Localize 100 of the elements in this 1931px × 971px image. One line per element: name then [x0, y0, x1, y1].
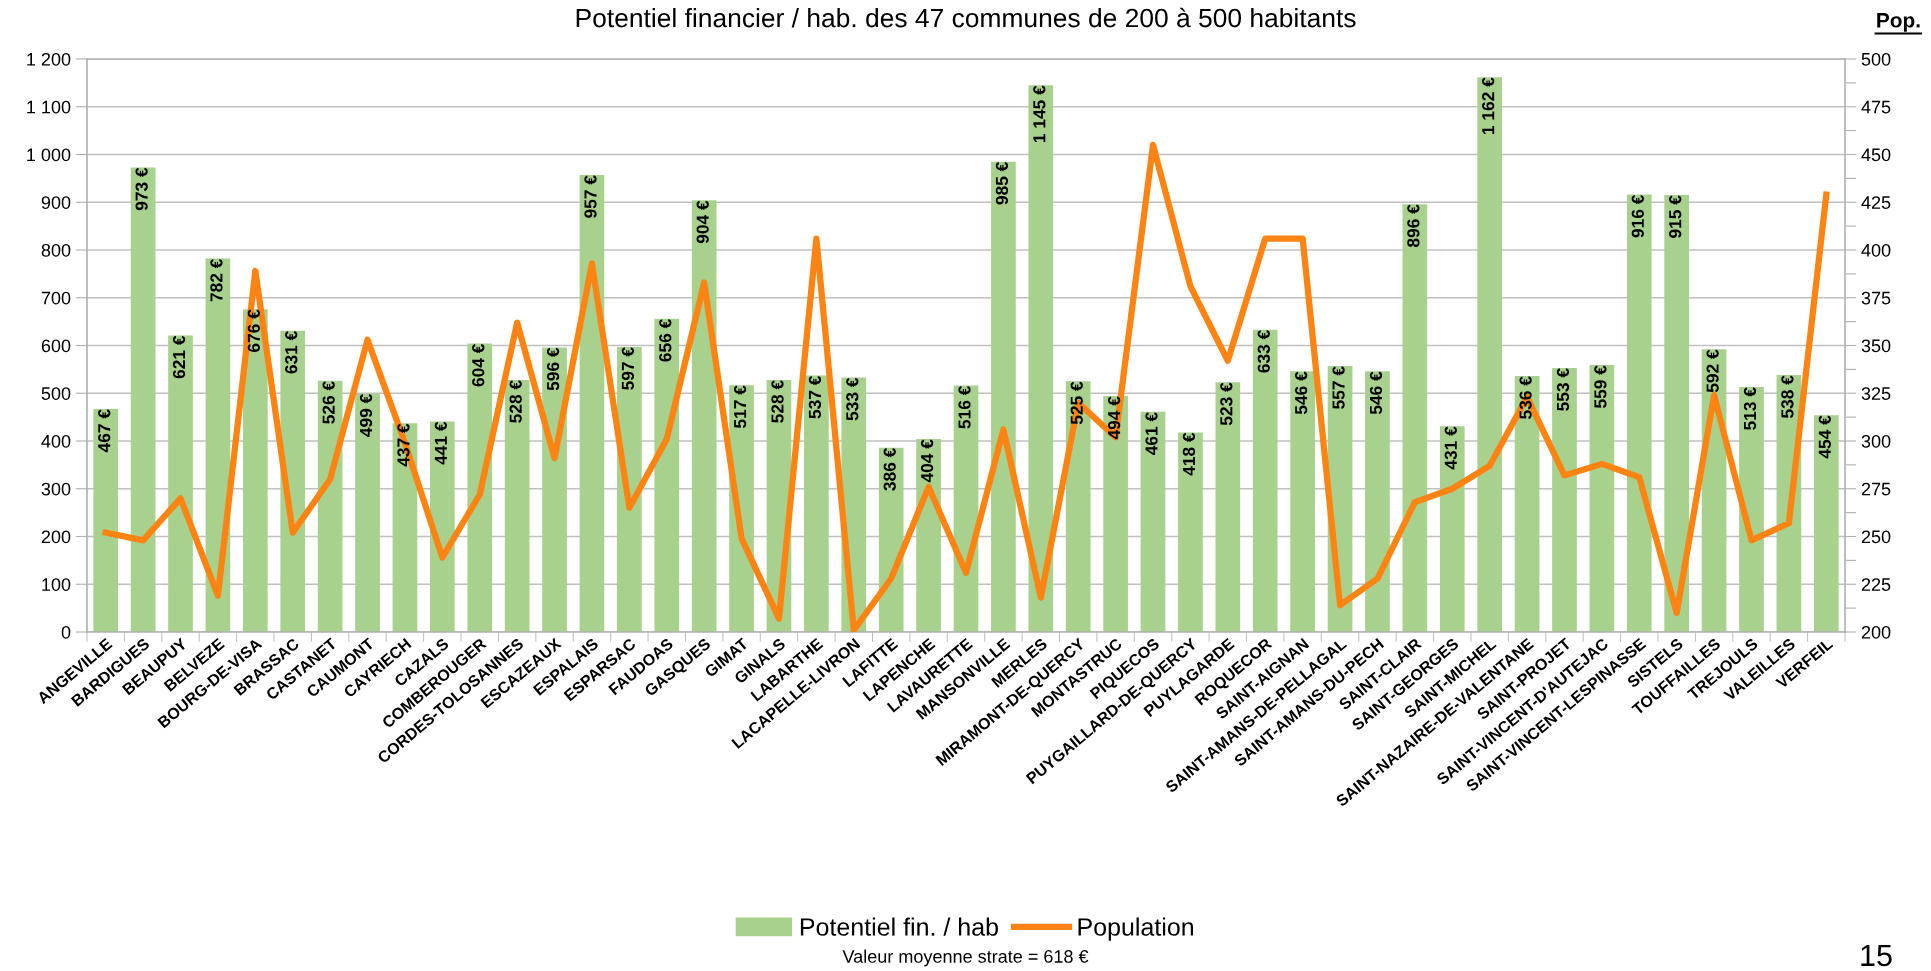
- data-label: 525 €: [1070, 381, 1083, 425]
- data-label: 461 €: [1145, 412, 1158, 456]
- data-label: 957 €: [584, 175, 597, 218]
- data-label: 985 €: [995, 161, 1009, 205]
- data-label: 513 €: [1743, 387, 1757, 430]
- bar: [1589, 365, 1615, 632]
- data-label: 592 €: [1706, 349, 1719, 393]
- bar: [1402, 204, 1428, 632]
- data-label: 559 €: [1594, 365, 1607, 408]
- bar: [168, 335, 193, 632]
- legend-label: Population: [1078, 917, 1194, 941]
- y2-tick-label: 400: [1861, 243, 1891, 257]
- bar: [1178, 432, 1203, 632]
- y2-tick-label: 475: [1861, 100, 1891, 114]
- data-label: 528 €: [509, 380, 522, 423]
- data-label: 782 €: [210, 258, 223, 302]
- bar: [1439, 426, 1465, 632]
- data-label: 499 €: [359, 394, 373, 437]
- data-label: 916 €: [1631, 194, 1644, 238]
- data-label: 676 €: [247, 309, 260, 353]
- y2-tick-label: 250: [1861, 530, 1891, 544]
- bar: [242, 309, 268, 632]
- data-label: 528 €: [771, 380, 784, 423]
- data-label: 454 €: [1818, 415, 1831, 459]
- bar: [654, 318, 680, 632]
- bar: [1365, 371, 1390, 632]
- data-label: 431 €: [1444, 426, 1457, 470]
- chart-title: Potentiel financier / hab. des 47 communes de 200 à 500 habitants: [576, 7, 1356, 28]
- y-tick-label: 1 200: [27, 52, 71, 66]
- bar: [1477, 77, 1502, 632]
- data-label: 896 €: [1407, 204, 1420, 248]
- data-label: 523 €: [1220, 382, 1233, 426]
- text: Valeur moyenne strate = 618 €: [842, 949, 1089, 967]
- data-label: 437 €: [397, 423, 410, 467]
- data-label: 557 €: [1332, 366, 1345, 409]
- bar: [504, 379, 530, 632]
- data-label: 1 145 €: [1033, 85, 1046, 143]
- data-label: 1 162 €: [1482, 77, 1495, 134]
- bar: [1552, 367, 1577, 632]
- bar: [1103, 396, 1128, 632]
- data-label: 631 €: [285, 331, 298, 374]
- y-tick-label: 400: [41, 434, 71, 448]
- bar: [1813, 415, 1839, 632]
- data-label: 604 €: [472, 343, 485, 387]
- data-label: 633 €: [1257, 330, 1270, 373]
- data-label: 973 €: [135, 167, 148, 211]
- bar: [355, 393, 380, 632]
- bar: [93, 409, 119, 632]
- bar: [467, 343, 493, 632]
- text: 15: [1861, 944, 1892, 967]
- y-tick-label: 500: [41, 387, 71, 400]
- data-label: 546 €: [1295, 371, 1308, 415]
- y-tick-label: 300: [41, 482, 71, 496]
- y-tick-label: 100: [42, 578, 71, 591]
- y-tick-label: 1 100: [27, 100, 71, 114]
- data-label: 597 €: [621, 347, 635, 390]
- y2-tick-label: 275: [1861, 482, 1891, 496]
- y-tick-label: 0: [61, 625, 71, 639]
- data-label: 538 €: [1781, 375, 1794, 419]
- data-label: 404 €: [920, 439, 934, 483]
- bar: [1514, 376, 1540, 632]
- data-label: 533 €: [846, 377, 859, 421]
- data-label: 526 €: [322, 381, 335, 424]
- data-label: 441 €: [434, 421, 447, 465]
- data-label: 915 €: [1669, 195, 1682, 238]
- data-label: 517 €: [733, 385, 747, 429]
- y-tick-label: 1 000: [27, 148, 71, 162]
- data-label: 553 €: [1556, 368, 1570, 411]
- bar: [1290, 371, 1315, 632]
- bar: [1215, 382, 1241, 632]
- y-tick-label: 700: [41, 291, 71, 305]
- y2-tick-label: 350: [1861, 339, 1891, 353]
- legend-label: Potentiel fin. / hab: [800, 917, 998, 936]
- y2-tick-label: 375: [1861, 291, 1891, 305]
- bar: [1626, 194, 1652, 632]
- data-label: 621 €: [172, 335, 186, 379]
- y2-tick-label: 225: [1861, 578, 1891, 591]
- bar: [1739, 387, 1764, 632]
- y-tick-label: 200: [41, 530, 71, 544]
- data-label: 467 €: [98, 409, 111, 453]
- bar: [804, 375, 829, 632]
- data-label: 386 €: [883, 447, 896, 491]
- y-tick-label: 600: [41, 339, 71, 353]
- y2-tick-label: 200: [1861, 625, 1891, 639]
- bar: [1065, 381, 1091, 632]
- data-label: 418 €: [1182, 432, 1196, 476]
- data-label: 596 €: [546, 347, 560, 391]
- bar: [991, 161, 1016, 632]
- data-label: 516 €: [958, 385, 971, 429]
- bar: [1664, 195, 1690, 632]
- y2-tick-label: 300: [1861, 434, 1891, 448]
- bar: [1140, 411, 1166, 632]
- bar: [1252, 329, 1278, 632]
- bar: [1028, 85, 1054, 632]
- bar: [691, 200, 717, 632]
- y2-axis-title: Pop.: [1877, 13, 1920, 32]
- y-tick-label: 800: [41, 243, 71, 257]
- bar: [430, 421, 455, 632]
- data-label: 656 €: [659, 319, 672, 362]
- data-label: 536 €: [1519, 376, 1532, 419]
